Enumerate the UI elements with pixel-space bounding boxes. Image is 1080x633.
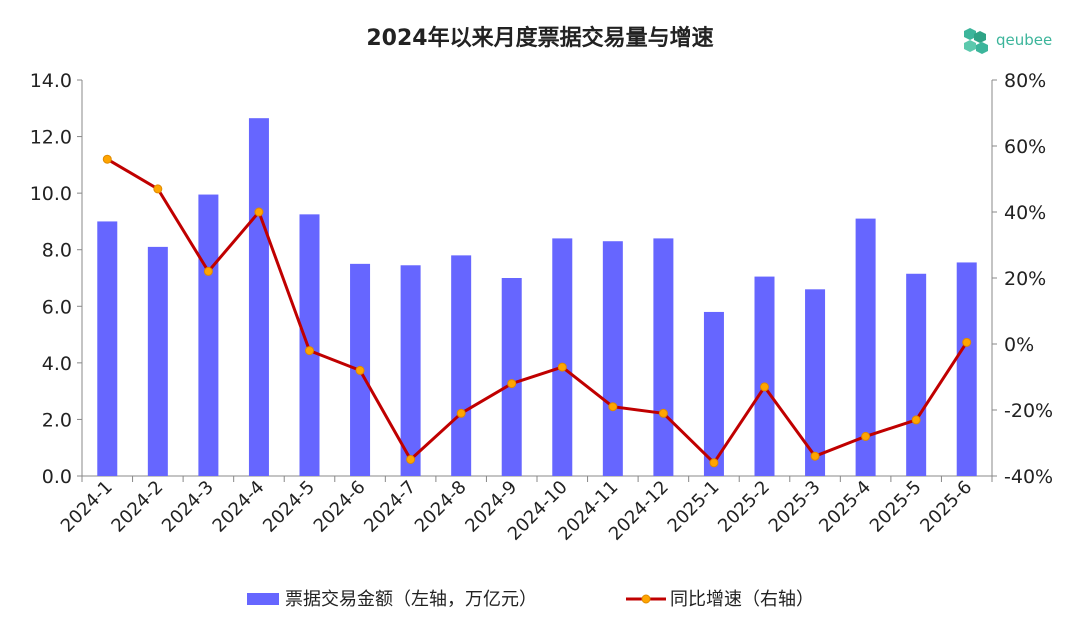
- line-point: [305, 346, 314, 356]
- y-left-tick-label: 8.0: [42, 240, 72, 262]
- legend-bar-label: 票据交易金额（左轴，万亿元）: [285, 589, 537, 610]
- y-left-tick-label: 14.0: [30, 70, 72, 92]
- y-right-tick-label: 60%: [1004, 136, 1046, 158]
- bar: [198, 194, 219, 477]
- legend-line-label: 同比增速（右轴）: [670, 589, 814, 610]
- line-point: [507, 379, 517, 389]
- bar: [147, 246, 168, 476]
- y-left-tick-label: 12.0: [30, 127, 72, 149]
- brand-name: qeubee: [996, 31, 1053, 49]
- bar: [703, 311, 724, 476]
- x-tick-label: 2025-2: [714, 477, 774, 537]
- bar: [855, 218, 876, 476]
- y-right-tick-label: 20%: [1004, 268, 1046, 290]
- x-tick-label: 2024-8: [411, 477, 471, 537]
- line-point: [456, 408, 466, 418]
- x-tick-label: 2024-4: [209, 477, 269, 537]
- line-point: [203, 266, 213, 276]
- cube-cluster-icon: [964, 28, 988, 54]
- bar: [805, 289, 826, 476]
- bar: [248, 118, 269, 476]
- x-tick-label: 2024-2: [107, 477, 167, 537]
- line-point: [861, 431, 871, 441]
- y-left-tick-label: 0.0: [42, 466, 72, 488]
- bar: [501, 278, 522, 476]
- line-point: [760, 382, 769, 392]
- line-point: [658, 408, 668, 418]
- x-tick-label: 2025-4: [815, 477, 875, 537]
- x-tick-label: 2024-3: [158, 477, 218, 537]
- y-right-tick-label: 40%: [1004, 202, 1046, 224]
- line-point: [709, 458, 719, 468]
- y-left-tick-label: 10.0: [30, 183, 72, 205]
- bar: [653, 238, 674, 476]
- bar: [754, 276, 775, 476]
- line-point: [153, 184, 163, 194]
- bar: [299, 214, 320, 476]
- line-point: [355, 365, 365, 375]
- line-point: [557, 362, 567, 372]
- x-tick-label: 2024-6: [310, 477, 370, 537]
- bar: [906, 273, 927, 476]
- x-tick-label: 2025-5: [866, 477, 926, 537]
- x-tick-label: 2025-6: [916, 477, 976, 537]
- y-right-tick-label: 80%: [1004, 70, 1046, 92]
- bar: [97, 221, 118, 476]
- line-point: [102, 154, 112, 164]
- y-right-tick-label: -20%: [1004, 400, 1053, 422]
- y-left-tick-label: 6.0: [42, 296, 72, 318]
- bar: [400, 265, 421, 476]
- bar: [552, 238, 573, 476]
- y-left-tick-label: 4.0: [42, 353, 72, 375]
- bar: [956, 262, 977, 476]
- y-right-tick-label: 0%: [1004, 334, 1034, 356]
- line-point: [810, 451, 820, 461]
- x-tick-label: 2025-3: [765, 477, 825, 537]
- line-point: [608, 402, 618, 412]
- legend-line-marker: [641, 594, 651, 604]
- line-point: [911, 415, 921, 425]
- growth-line: [106, 157, 968, 465]
- x-tick-label: 2025-1: [664, 477, 724, 537]
- chart-title: 2024年以来月度票据交易量与增速: [366, 26, 714, 51]
- x-tick-label: 2024-5: [259, 477, 319, 537]
- y-right-tick-label: -40%: [1004, 466, 1053, 488]
- bar: [451, 255, 472, 476]
- legend-bar-swatch: [247, 593, 279, 605]
- x-tick-label: 2024-7: [360, 477, 420, 537]
- line-point: [406, 455, 416, 464]
- line-point: [254, 207, 264, 217]
- y-left-tick-label: 2.0: [42, 409, 72, 431]
- bar: [602, 241, 623, 476]
- brand-logo: qeubee: [962, 22, 1072, 58]
- line-point: [962, 337, 972, 347]
